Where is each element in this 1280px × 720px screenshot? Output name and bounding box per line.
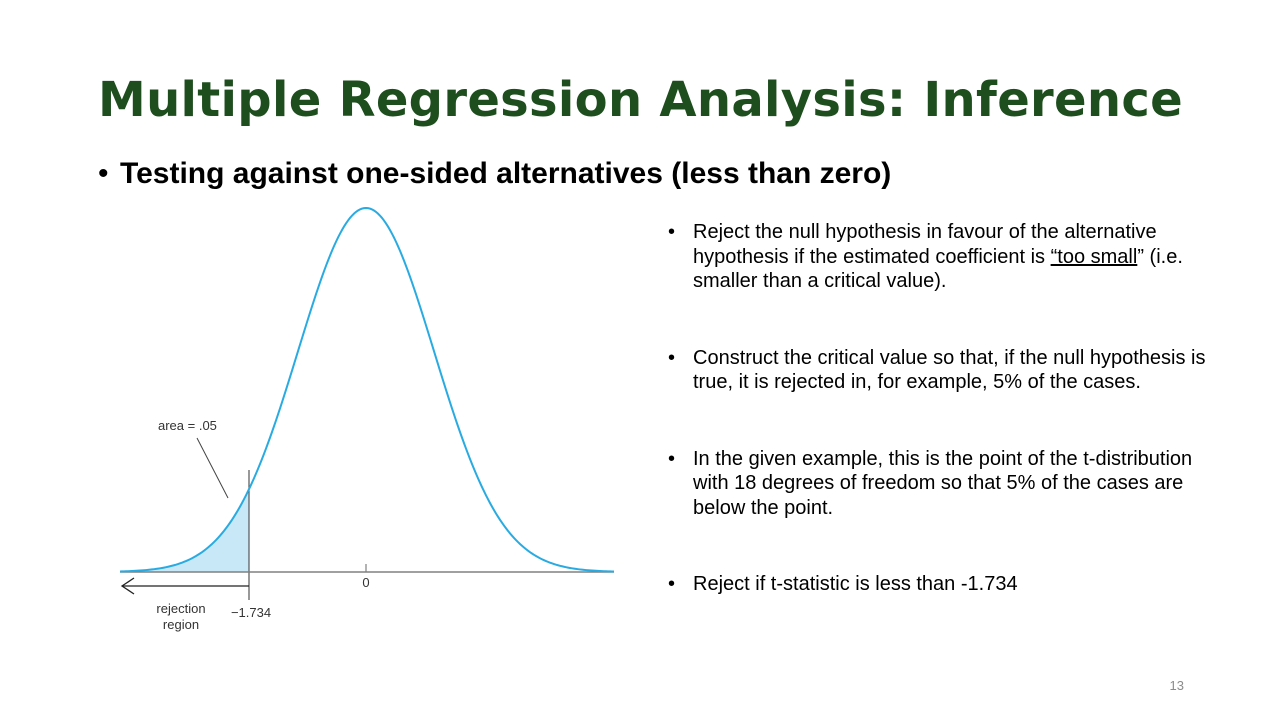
rejection-region-label-line1: rejection: [156, 601, 205, 616]
critical-value-label: −1.734: [231, 605, 271, 620]
rejection-region-label-line2: region: [163, 617, 199, 632]
zero-label: 0: [362, 575, 369, 590]
bullet-item: Construct the critical value so that, if…: [668, 346, 1228, 395]
bullet-item: Reject if t-statistic is less than -1.73…: [668, 572, 1228, 597]
density-curve: [119, 206, 615, 573]
page-number: 13: [1169, 678, 1184, 693]
bullet-list: Reject the null hypothesis in favour of …: [668, 220, 1228, 597]
bullet-dot: •: [98, 157, 109, 190]
rejection-arrow-head: [120, 577, 135, 595]
area-label-leader: [196, 437, 229, 499]
bullet-item: Reject the null hypothesis in favour of …: [668, 220, 1228, 294]
slide-subtitle: • Testing against one-sided alternatives …: [98, 157, 891, 191]
area-label: area = .05: [158, 418, 217, 433]
slide-title: Multiple Regression Analysis: Inference: [98, 72, 1183, 128]
underlined-phrase: “too small: [1050, 245, 1138, 268]
rejection-region-shade: [120, 489, 249, 572]
slide-subtitle-text: Testing against one-sided alternatives (…: [120, 157, 892, 190]
bullet-item: In the given example, this is the point …: [668, 447, 1228, 521]
